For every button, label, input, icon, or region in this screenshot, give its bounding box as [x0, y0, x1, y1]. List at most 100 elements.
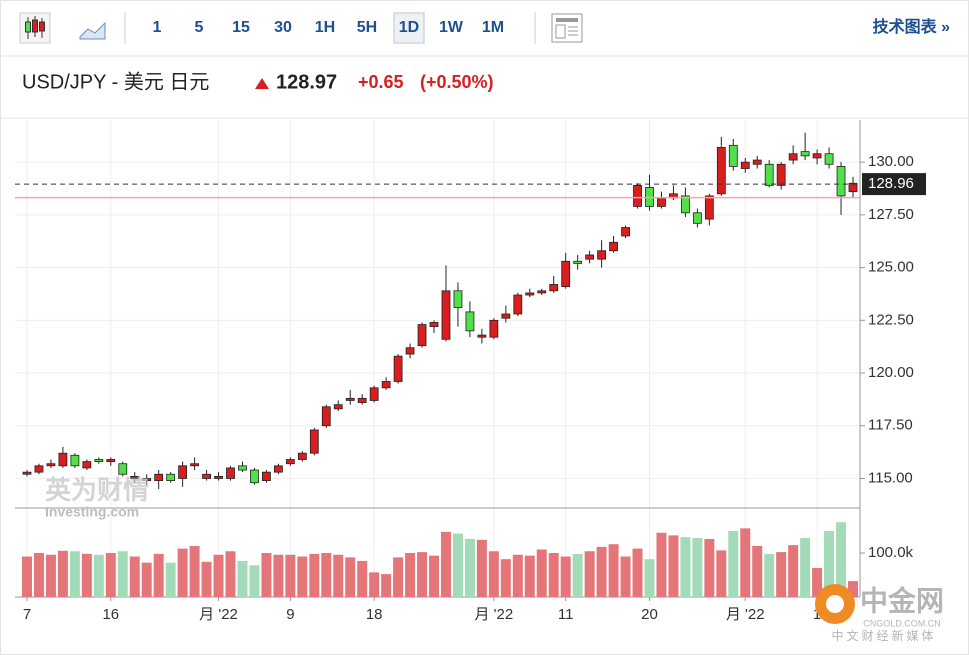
candle-body: [357, 397, 367, 403]
candle-icon[interactable]: [19, 12, 51, 44]
candle-body: [501, 313, 511, 319]
volume-bar: [153, 553, 164, 597]
candle-body: [82, 461, 92, 469]
icon-body: [32, 19, 38, 33]
last-price-label: 128.96: [868, 175, 914, 192]
volume-bar: [632, 548, 643, 597]
icon-body: [39, 21, 45, 32]
candle-body: [525, 292, 535, 296]
candle-body: [321, 406, 331, 427]
volume-bar: [213, 554, 224, 597]
area-icon[interactable]: [79, 21, 106, 40]
candle-body: [238, 465, 247, 471]
candle-body: [657, 197, 666, 207]
volume-bar: [177, 548, 188, 597]
candle-body: [262, 471, 271, 481]
tech-chart-link[interactable]: 技术图表 »: [873, 17, 950, 36]
volume-bar: [824, 531, 835, 597]
candle-body: [836, 165, 846, 197]
change-pct: (+0.50%): [420, 72, 494, 92]
volume-bar: [668, 535, 679, 597]
up-arrow: [255, 78, 269, 89]
x-tick-label: 月 '22: [199, 606, 238, 623]
interval-button[interactable]: 15: [232, 19, 250, 36]
interval-button[interactable]: 5: [195, 19, 204, 36]
candle-body: [609, 241, 618, 252]
candle-body: [273, 465, 283, 473]
volume-bar: [464, 538, 475, 597]
candle-body: [46, 463, 56, 467]
candle-body: [405, 347, 415, 355]
candle-body: [70, 454, 80, 467]
icon-body: [25, 21, 31, 33]
volume-bar: [237, 560, 248, 597]
candle-body: [776, 163, 786, 186]
y-tick-label: 125.00: [868, 259, 914, 276]
interval-button[interactable]: 1H: [315, 19, 335, 36]
candle-body: [118, 463, 128, 475]
volume-bar: [596, 546, 607, 597]
volume-bar: [381, 574, 392, 597]
price: 128.97: [276, 71, 337, 93]
volume-bar: [309, 553, 320, 597]
candle-body: [549, 284, 559, 292]
change: +0.65: [358, 72, 404, 92]
volume-bar: [129, 556, 140, 597]
volume-bar: [548, 553, 559, 597]
candle-body: [202, 473, 211, 479]
volume-bar: [776, 552, 787, 597]
candle-body: [345, 397, 355, 401]
candle-body: [824, 153, 834, 165]
interval-button[interactable]: 5H: [357, 19, 377, 36]
candle-body: [369, 387, 379, 401]
candle-body: [621, 227, 630, 237]
candle-body: [309, 429, 319, 454]
candle-body: [513, 294, 523, 315]
volume-bar: [812, 567, 823, 597]
volume-bar: [285, 554, 296, 597]
candle-body: [800, 151, 810, 157]
candle-body: [692, 212, 702, 224]
volume-bar: [321, 553, 332, 597]
x-tick-label: 1: [813, 606, 821, 623]
active-interval[interactable]: [393, 12, 425, 44]
volume-bar: [57, 550, 68, 597]
candle-body: [393, 355, 403, 382]
candle-body: [166, 473, 176, 481]
volume-bar: [656, 532, 667, 597]
candle-body: [22, 471, 32, 475]
candle-body: [477, 334, 487, 338]
volume-bar: [560, 556, 571, 597]
interval-button[interactable]: 1M: [482, 19, 504, 36]
interval-button[interactable]: 30: [274, 19, 292, 36]
interval-button[interactable]: 1D: [399, 19, 419, 36]
volume-bar: [22, 556, 32, 597]
volume-bar: [117, 551, 128, 597]
volume-bar: [716, 550, 727, 597]
candle-body: [716, 147, 726, 195]
volume-bar: [476, 539, 487, 597]
candle-body: [154, 473, 164, 481]
logo-site: CNGOLD.COM.CN: [863, 618, 941, 628]
volume-bar: [764, 553, 775, 597]
candle-body: [537, 290, 547, 294]
volume-bar: [225, 551, 236, 597]
candle-body: [297, 452, 307, 460]
candle-body: [58, 452, 68, 467]
layout-icon[interactable]: [551, 13, 583, 43]
volume-bar: [692, 538, 703, 597]
volume-bar: [201, 561, 212, 597]
interval-button[interactable]: 1: [153, 19, 162, 36]
logo-name: 中金网: [860, 584, 944, 616]
plot: 1 5 15 30 1H 5H 1D 1W 1M115.00117.50120.00122.50…: [15, 12, 926, 623]
x-tick-label: 11: [558, 606, 574, 623]
volume-bar: [524, 555, 535, 597]
logo-dot: [826, 595, 844, 613]
volume-bar: [141, 562, 152, 597]
volume-bar: [369, 572, 380, 597]
candle-body: [489, 319, 499, 338]
interval-button[interactable]: 1W: [439, 19, 464, 36]
last-price-box: [862, 173, 926, 196]
